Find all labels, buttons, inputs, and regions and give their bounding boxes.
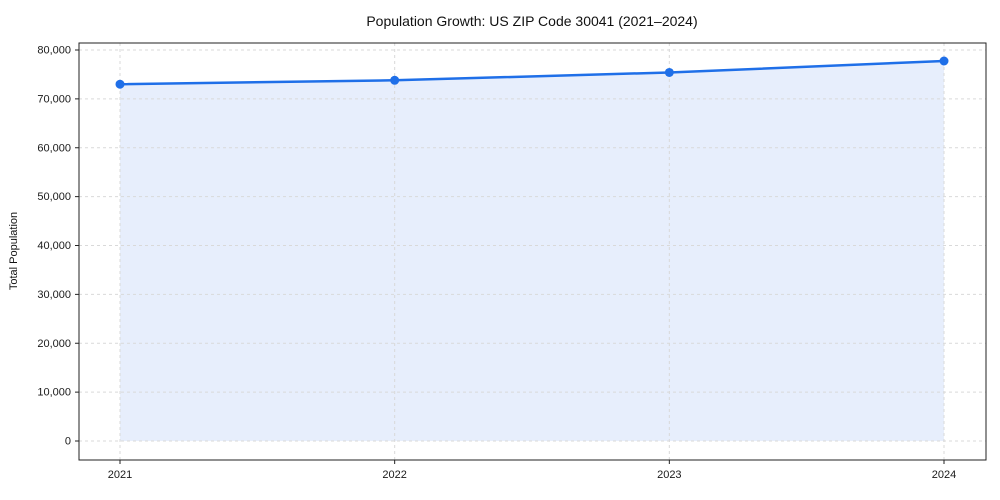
area-fill xyxy=(120,60,944,441)
chart-layers: 0 10,000 20,000 30,000 40,000 50,000 60,000 70,… xyxy=(37,42,987,481)
plot-border xyxy=(78,42,987,461)
y-tick-label: 80,000 xyxy=(37,45,71,57)
x-tick-label: 2021 xyxy=(108,469,132,481)
y-tick-label: 70,000 xyxy=(37,93,71,105)
data-point-marker xyxy=(115,79,125,89)
y-tick-label: 0 xyxy=(65,436,71,448)
x-tick-label: 2023 xyxy=(657,469,681,481)
y-tick-label: 50,000 xyxy=(37,191,71,203)
y-tick-label: 20,000 xyxy=(37,338,71,350)
data-point-marker xyxy=(939,56,949,66)
y-axis-label: Total Population xyxy=(8,212,20,290)
y-tick-label: 10,000 xyxy=(37,387,71,399)
population-line xyxy=(118,59,946,86)
data-point-marker xyxy=(664,67,674,77)
data-point-marker xyxy=(390,75,400,85)
y-tick-label: 60,000 xyxy=(37,142,71,154)
x-tick-label: 2022 xyxy=(382,469,406,481)
x-tick-label: 2024 xyxy=(932,469,956,481)
y-tick-label: 30,000 xyxy=(37,289,71,301)
chart-title: Population Growth: US ZIP Code 30041 (20… xyxy=(366,13,697,29)
y-tick-label: 40,000 xyxy=(37,240,71,252)
